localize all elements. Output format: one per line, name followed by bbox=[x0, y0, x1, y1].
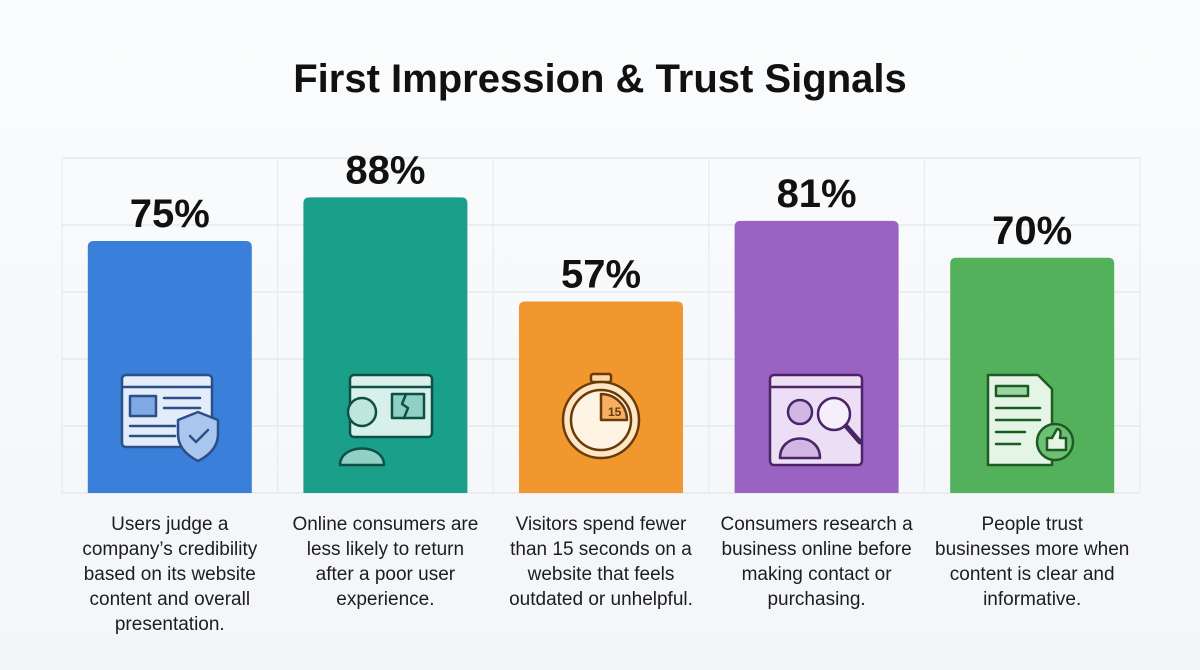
chart-title: First Impression & Trust Signals bbox=[293, 57, 906, 101]
bar-description: Consumers research a business online bef… bbox=[720, 514, 913, 610]
bar-description: Users judge a company’s credibility base… bbox=[82, 514, 258, 635]
value-label: 57% bbox=[561, 252, 641, 296]
bar-description: Visitors spend fewer than 15 seconds on … bbox=[509, 514, 693, 610]
icon-stopwatch: 15 bbox=[561, 372, 641, 460]
value-label: 88% bbox=[345, 148, 425, 192]
svg-text:15: 15 bbox=[608, 405, 622, 419]
value-label: 81% bbox=[777, 172, 857, 216]
icon-frustrated-user bbox=[338, 373, 434, 467]
bar-description: People trust businesses more when conten… bbox=[935, 514, 1130, 610]
bar bbox=[87, 241, 252, 493]
icon-document-like bbox=[986, 373, 1075, 467]
value-label: 75% bbox=[130, 192, 210, 236]
icon-search-browser bbox=[768, 373, 864, 467]
icon-browser-shield bbox=[120, 373, 220, 463]
bar-description: Online consumers are less likely to retu… bbox=[292, 514, 479, 610]
bar bbox=[303, 197, 468, 493]
value-label: 70% bbox=[992, 209, 1072, 253]
